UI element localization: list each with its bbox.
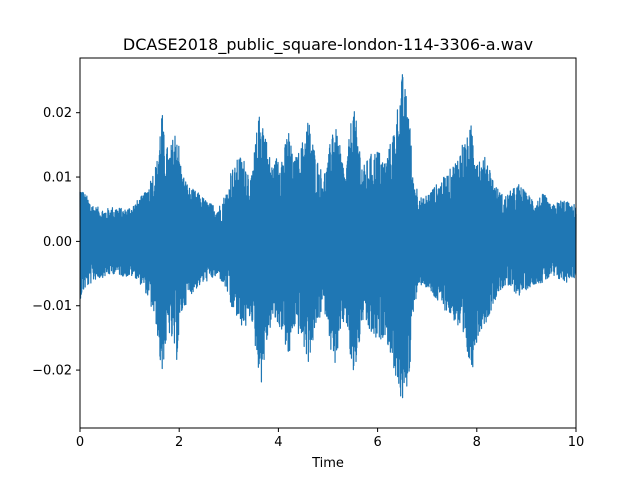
x-tick-label: 10 bbox=[568, 435, 585, 450]
chart-title: DCASE2018_public_square-london-114-3306-… bbox=[123, 35, 533, 55]
y-axis: −0.02 −0.01 0.00 0.01 0.02 bbox=[32, 106, 80, 379]
y-tick-label: 0.02 bbox=[43, 106, 72, 121]
y-tick-label: −0.01 bbox=[32, 299, 72, 314]
x-tick-label: 8 bbox=[473, 435, 481, 450]
x-axis-label: Time bbox=[311, 456, 344, 471]
x-axis: 0 2 4 6 8 10 bbox=[76, 428, 584, 450]
x-tick-label: 4 bbox=[274, 435, 282, 450]
x-tick-label: 2 bbox=[175, 435, 183, 450]
y-tick-label: 0.00 bbox=[43, 235, 72, 250]
waveform-series bbox=[79, 74, 577, 399]
y-tick-label: 0.01 bbox=[43, 171, 72, 186]
x-tick-label: 0 bbox=[76, 435, 84, 450]
axes-frame bbox=[79, 57, 577, 429]
plot-area bbox=[79, 74, 577, 399]
x-tick-label: 6 bbox=[373, 435, 381, 450]
y-tick-label: −0.02 bbox=[32, 364, 72, 379]
